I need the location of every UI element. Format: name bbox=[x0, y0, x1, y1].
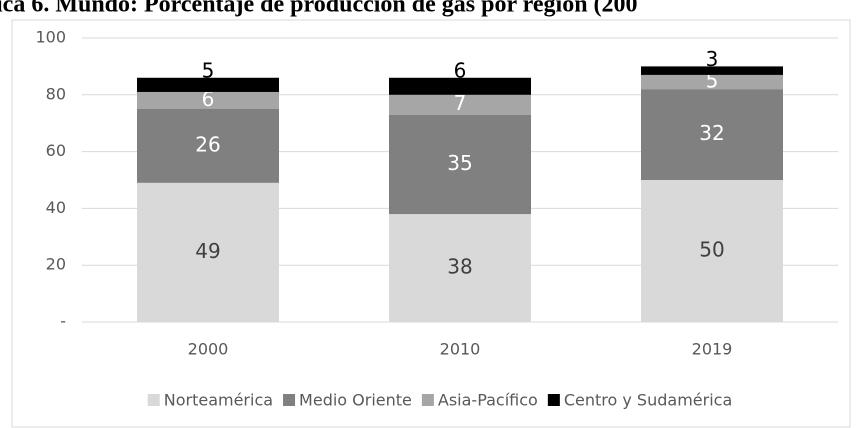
bar-segment bbox=[389, 114, 531, 215]
y-tick-label: - bbox=[60, 312, 66, 331]
data-label: 3 bbox=[706, 47, 719, 71]
bar-segment bbox=[389, 77, 531, 95]
bar-segment bbox=[137, 182, 279, 322]
bar-segment bbox=[641, 74, 783, 90]
data-label: 32 bbox=[699, 121, 724, 145]
x-tick-label: 2000 bbox=[188, 340, 229, 359]
data-label: 26 bbox=[195, 132, 220, 156]
legend-label: Centro y Sudamérica bbox=[564, 391, 732, 410]
legend-label: Medio Oriente bbox=[299, 391, 412, 410]
bar-segment bbox=[641, 66, 783, 75]
legend-swatch bbox=[421, 394, 434, 406]
bar-segment bbox=[389, 214, 531, 322]
data-label: 5 bbox=[202, 58, 215, 82]
bar-segment bbox=[389, 94, 531, 115]
bar-segment bbox=[641, 180, 783, 322]
x-tick-label: 2010 bbox=[440, 340, 481, 359]
y-tick-label: 40 bbox=[46, 198, 66, 217]
bar-segment bbox=[137, 77, 279, 92]
data-label: 38 bbox=[447, 255, 472, 279]
legend-label: Asia-Pacífico bbox=[438, 391, 538, 410]
data-label: 6 bbox=[454, 58, 467, 82]
legend-label: Norteamérica bbox=[164, 391, 273, 410]
y-tick-label: 60 bbox=[46, 141, 66, 160]
data-label: 7 bbox=[454, 91, 467, 115]
data-label: 50 bbox=[699, 238, 724, 262]
bar-segment bbox=[137, 91, 279, 109]
bar-segment bbox=[641, 89, 783, 180]
x-tick-label: 2019 bbox=[692, 340, 733, 359]
bar-segment bbox=[137, 109, 279, 183]
data-label: 35 bbox=[447, 151, 472, 175]
data-label: 49 bbox=[195, 239, 220, 263]
data-label: 6 bbox=[202, 87, 215, 111]
legend-swatch bbox=[547, 394, 560, 406]
y-tick-label: 80 bbox=[46, 84, 66, 103]
y-tick-label: 20 bbox=[46, 255, 66, 274]
y-tick-label: 100 bbox=[35, 28, 66, 47]
legend-swatch bbox=[147, 394, 160, 406]
chart-title: ica 6. Mundo: Porcentaje de producción d… bbox=[0, 0, 638, 18]
legend-swatch bbox=[283, 394, 296, 406]
